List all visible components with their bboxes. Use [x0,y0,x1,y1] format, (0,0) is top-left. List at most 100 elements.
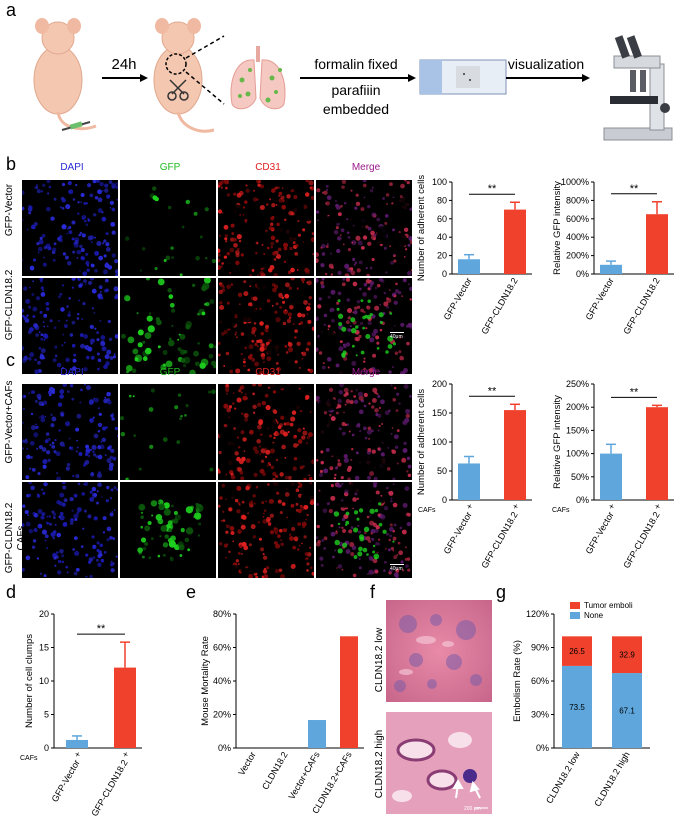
panel-label-a: a [6,0,17,20]
panel-label-g: g [496,582,507,602]
bar-GFP-CLDN18.2 [646,214,668,274]
cafs-plus-mark: + [606,502,617,512]
cafs-plus-mark: + [464,502,475,512]
significance-marker: ** [488,385,497,397]
y-tick-label: 600% [566,214,589,224]
stacked-segment-None [612,673,642,748]
segment-value-label: 67.1 [619,707,635,716]
cafs-label: CAFs [418,507,436,514]
y-tick-label: 100% [566,449,589,459]
micrograph-merge-b-hi [316,278,412,374]
stacked-segment-Tumor emboli [562,636,592,666]
x-tick-label: GFP-CLDN18.2 [479,510,519,570]
y-tick-label: 40 [437,232,447,242]
x-tick-label: CLDN18.2 high [592,750,631,808]
y-tick-label: 90% [531,643,549,653]
bar-GFP-Vector [458,463,480,500]
y-axis-label: Relative GFP intensity [552,395,563,489]
bar-GFP-CLDN18.2 [646,407,668,500]
scalebar-label-c: 40μm [390,566,403,572]
y-tick-label: 0% [218,743,231,753]
panel-label-f: f [370,582,376,602]
y-tick-label: 100 [432,437,447,447]
y-tick-label: 1000% [561,177,589,187]
bar-CLDN18.2+CAFs [340,636,358,748]
step-parafiin-label: parafiiin [331,82,381,98]
bar-GFP-Vector [66,739,88,748]
y-tick-label: 30% [531,710,549,720]
row-label-gfp-cldn-b: GFP-CLDN18.2 [4,269,15,341]
x-tick-label: GFP-CLDN18.2 [479,276,519,336]
y-tick-label: 80 [437,195,447,205]
y-axis-label: Relative GFP intensity [552,181,563,275]
micrograph-gfp-b-lo [120,180,216,276]
y-tick-label: 200 [432,379,447,389]
y-tick-label: 0% [576,495,589,505]
micrograph-gfp-c-hi [120,482,216,578]
cafs-plus-mark: + [120,750,131,760]
histology-images-f [386,600,492,814]
bar-GFP-CLDN18.2 [114,667,136,748]
stacked-segment-Tumor emboli [612,636,642,674]
lung-illustration [230,46,286,110]
y-tick-label: 0% [576,269,589,279]
y-tick-label: 0 [442,269,447,279]
cafs-label: CAFs [20,755,38,762]
row-label-vector-cafs-c: GFP-Vector+CAFs [4,380,15,464]
y-tick-label: 20% [213,710,231,720]
y-tick-label: 400% [566,232,589,242]
scalebar-line [390,564,404,565]
x-tick-label: GFP-CLDN18.2 [621,510,661,570]
y-tick-label: 100 [432,177,447,187]
bar-Vector+CAFs [308,720,326,748]
y-tick-label: 15 [39,643,49,653]
slide-illustration [419,59,507,95]
scalebar-label-b: 40μm [390,334,403,340]
y-tick-label: 5 [44,710,49,720]
micrograph-merge-c-hi [316,482,412,578]
x-tick-label: GFP-Vector [50,758,82,804]
significance-marker: ** [630,183,639,195]
y-axis-label: Number of adherent cells [416,175,427,281]
step-visualization-label: visualization [507,56,585,72]
y-tick-label: 0 [442,495,447,505]
x-tick-label: GFP-CLDN18.2 [621,276,661,336]
step-24h-label: 24h [111,56,137,73]
significance-marker: ** [488,183,497,195]
micrograph-gfp-b-hi [120,278,216,374]
cafs-plus-mark: + [510,502,521,512]
microscope-illustration [603,35,673,141]
micrograph-dapi-b-lo [22,180,118,276]
x-tick-label: CLDN18.2 [260,750,290,791]
x-tick-label: GFP-Vector [442,276,474,322]
row-label-gfp-vector-b: GFP-Vector [4,183,15,237]
stacked-segment-None [562,665,592,748]
y-axis-label: Number of adherent cells [416,389,427,495]
y-tick-label: 120% [526,609,549,619]
header-gfp-b: GFP [159,162,181,173]
step-embedded-label: embedded [322,101,390,117]
header-cd31-c: CD31 [255,367,281,378]
micrograph-gfp-c-lo [120,384,216,480]
micrograph-dapi-c-lo [22,384,118,480]
legend-label: Tumor emboli [584,601,633,610]
panel-label-d: d [6,582,17,602]
legend-swatch [570,602,580,609]
y-tick-label: 200% [566,251,589,261]
y-tick-label: 250% [566,379,589,389]
x-tick-label: GFP-Vector [584,510,616,556]
y-axis-label: Mouse Mortality Rate [200,636,211,726]
header-dapi-b: DAPI [60,162,84,173]
y-tick-label: 150 [432,408,447,418]
significance-marker: ** [97,623,106,635]
micrograph-merge-c-lo [316,384,412,480]
bar-GFP-CLDN18.2 [504,410,526,500]
y-tick-label: 60 [437,214,447,224]
row-label-cldn-c: GFP-CLDN18.2 [4,502,15,574]
scalebar-label-f: 200 μm [464,806,481,812]
x-tick-label: GFP-CLDN18.2 [89,758,129,818]
header-merge-c: Merge [351,367,381,378]
y-tick-label: 50% [571,472,589,482]
y-tick-label: 40% [213,676,231,686]
y-tick-label: 150% [566,425,589,435]
